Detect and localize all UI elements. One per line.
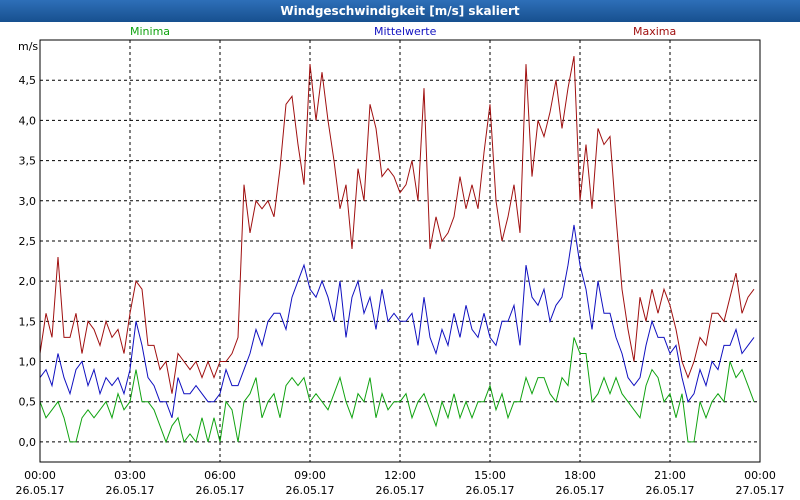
x-tick-date: 26.05.17 (376, 484, 425, 497)
x-tick-time: 03:00 (114, 469, 146, 482)
x-tick-date: 26.05.17 (286, 484, 335, 497)
series-lines (39, 56, 755, 444)
x-tick-time: 12:00 (384, 469, 416, 482)
series-line-mittelwerte (39, 224, 755, 418)
y-tick-label: 0,0 (19, 436, 37, 449)
y-tick-label: 2,0 (19, 275, 37, 288)
legend-minima: Minima (130, 25, 171, 38)
x-tick-date: 26.05.17 (196, 484, 245, 497)
x-tick-time: 15:00 (474, 469, 506, 482)
x-tick-date: 26.05.17 (466, 484, 515, 497)
x-tick-date: 26.05.17 (556, 484, 605, 497)
x-tick-labels: 00:00 26.05.17 03:00 26.05.17 06:00 26.05.17 0… (16, 469, 785, 497)
x-tick-time: 00:00 (744, 469, 776, 482)
legend-mittelwerte: Mittelwerte (374, 25, 437, 38)
y-tick-label: 3,5 (19, 155, 37, 168)
y-tick-labels: 0,0 0,5 1,0 1,5 2,0 2,5 3,0 3,5 4,0 4,5 (19, 74, 37, 449)
x-tick-date: 27.05.17 (736, 484, 785, 497)
x-tick-time: 18:00 (564, 469, 596, 482)
legend-maxima: Maxima (633, 25, 677, 38)
series-line-minima (39, 337, 755, 444)
y-tick-label: 3,0 (19, 195, 37, 208)
y-tick-label: 0,5 (19, 396, 37, 409)
x-tick-time: 06:00 (204, 469, 236, 482)
y-tick-label: 2,5 (19, 235, 37, 248)
x-tick-time: 00:00 (24, 469, 56, 482)
grid (40, 40, 760, 462)
y-tick-label: 1,0 (19, 356, 37, 369)
y-tick-label: 1,5 (19, 315, 37, 328)
y-axis-unit: m/s (18, 40, 39, 53)
x-tick-date: 26.05.17 (16, 484, 65, 497)
x-tick-time: 21:00 (654, 469, 686, 482)
y-tick-label: 4,5 (19, 74, 37, 87)
y-tick-label: 4,0 (19, 114, 37, 127)
series-line-maxima (39, 56, 755, 394)
x-tick-time: 09:00 (294, 469, 326, 482)
window-title: Windgeschwindigkeit [m/s] skaliert (0, 0, 800, 22)
plot-frame (39, 39, 761, 463)
x-tick-date: 26.05.17 (106, 484, 155, 497)
x-tick-date: 26.05.17 (646, 484, 695, 497)
